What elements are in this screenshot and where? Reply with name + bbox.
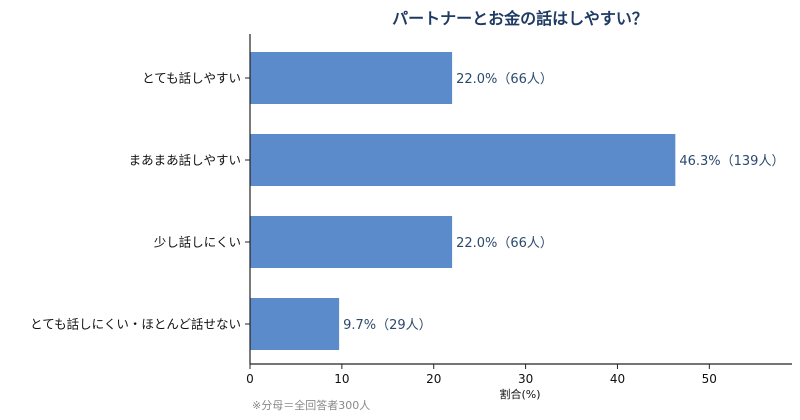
x-tick-label-30: 30 (518, 372, 533, 386)
x-axis-title: 割合(%) (499, 387, 540, 401)
data-labels-group: 22.0%（66人） 46.3%（139人） 22.0%（66人） 9.7%（29人） (343, 72, 784, 333)
bar-4 (250, 298, 340, 350)
footnote: ※分母＝全回答者300人 (252, 398, 370, 412)
data-label-1: 22.0%（66人） (456, 72, 553, 87)
category-label-1: とても話しやすい (142, 71, 241, 86)
bar-1 (250, 52, 453, 104)
chart-title: パートナーとお金の話はしやすい？ (392, 9, 648, 28)
category-label-3: 少し話しにくい (154, 235, 241, 250)
data-label-4: 9.7%（29人） (343, 318, 432, 333)
bar-3 (250, 216, 453, 268)
bar-2 (250, 134, 676, 186)
data-label-2: 46.3%（139人） (679, 154, 784, 169)
category-label-2: まあまあ話しやすい (129, 153, 241, 168)
category-label-4: とても話しにくい・ほとんど話せない (30, 317, 241, 332)
x-tick-label-20: 20 (426, 372, 441, 386)
x-tick-label-50: 50 (702, 372, 717, 386)
data-label-3: 22.0%（66人） (456, 236, 553, 251)
bars-group (250, 52, 676, 350)
category-labels-group: とても話しやすいまあまあ話しやすい少し話しにくいとても話しにくい・ほとんど話せな… (30, 71, 241, 332)
x-tick-label-40: 40 (610, 372, 625, 386)
x-tick-label-10: 10 (334, 372, 349, 386)
axes-group (249, 34, 792, 365)
x-tick-label-0: 0 (246, 372, 254, 386)
ticks-group: 0 10 20 30 40 50 (245, 77, 717, 386)
